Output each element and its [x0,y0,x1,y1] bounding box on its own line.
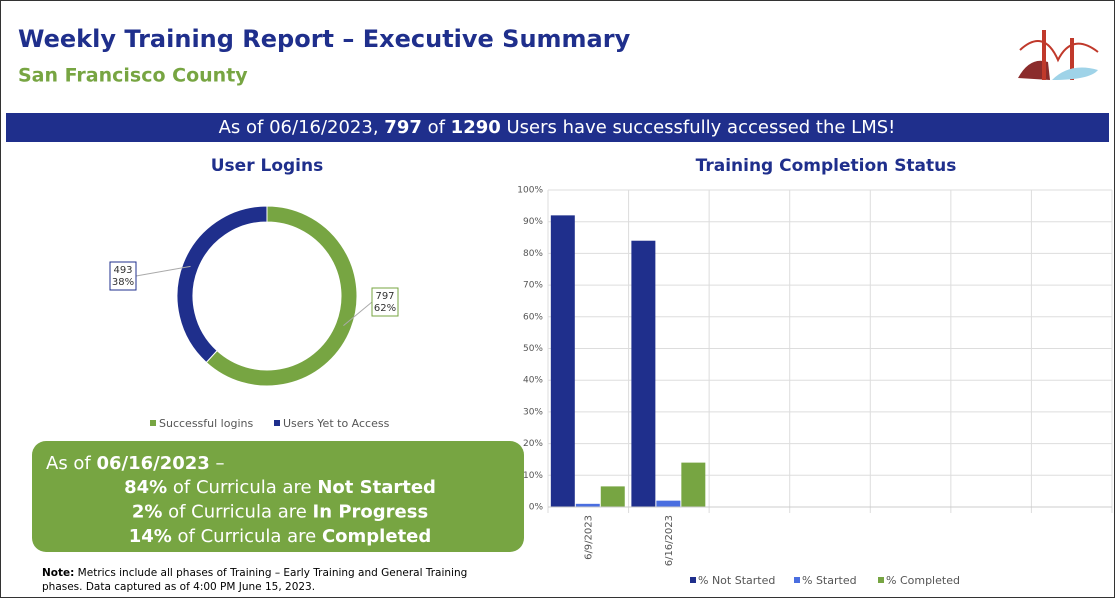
legend-swatch [794,577,800,583]
summary-line: 2% of Curricula are In Progress [132,502,428,523]
title: Weekly Training Report – Executive Summa… [18,25,631,53]
y-tick-label: 0% [529,503,544,513]
y-tick-label: 40% [523,376,543,386]
y-tick-label: 50% [523,344,543,354]
text-part: Note: [42,567,74,579]
data-label-box [371,287,399,317]
y-tick-label: 20% [523,439,543,449]
y-tick-label: 30% [523,407,543,417]
y-tick-label: 70% [523,281,543,291]
text-part: Users have successfully accessed the LMS… [501,117,896,138]
summary-line: 14% of Curricula are Completed [129,526,432,547]
text-part: 06/16/2023 [96,453,209,474]
legend-label: % Started [802,574,857,587]
text-part: 797 [384,117,422,138]
note: Note: Metrics include all phases of Trai… [42,567,467,579]
text-part: Not Started [317,477,436,498]
leader-line [343,301,373,327]
subtitle: San Francisco County [18,65,248,87]
summary-line: 84% of Curricula are Not Started [124,477,436,498]
text-part: of Curricula are [162,502,312,523]
y-tick-label: 80% [523,249,543,259]
data-label: 493 [113,265,132,276]
data-label: 62% [374,303,396,314]
summary-heading: As of 06/16/2023 – [46,453,225,474]
text-part: 2% [132,502,163,523]
text-part: As of [46,453,96,474]
text-part: In Progress [313,502,429,523]
legend-swatch [690,577,696,583]
note: phases. Data captured as of 4:00 PM June… [42,581,315,593]
x-tick-label: 6/16/2023 [664,515,675,566]
text-part: of Curricula are [167,477,317,498]
summary-box [32,441,524,552]
legend-swatch [878,577,884,583]
bar [575,503,600,507]
legend-swatch [274,420,280,426]
text-part: Completed [322,526,431,547]
logo [1018,30,1099,80]
bar [550,215,575,508]
bar [600,486,625,507]
text-part: 84% [124,477,167,498]
banner-text: As of 06/16/2023, 797 of 1290 Users have… [219,117,896,138]
legend-label: % Not Started [698,574,775,587]
donut-segment [176,205,268,364]
text-part: 14% [129,526,172,547]
bar [656,500,681,507]
data-label-box [109,261,137,291]
text-part: As of 06/16/2023, [219,117,385,138]
banner-bg [6,113,1109,142]
legend-label: Successful logins [159,417,253,430]
y-tick-label: 100% [517,186,543,196]
data-label: 797 [375,291,394,302]
bar [631,240,656,507]
text-part: – [210,453,225,474]
leader-line [135,265,191,277]
x-tick-label: 6/9/2023 [583,515,594,560]
text-part: 1290 [451,117,501,138]
y-tick-label: 10% [523,471,543,481]
legend-label: % Completed [886,574,960,587]
legend-label: Users Yet to Access [283,417,390,430]
text-part: of Curricula are [172,526,322,547]
legend-swatch [150,420,156,426]
y-tick-label: 90% [523,217,543,227]
data-label: 38% [112,277,134,288]
y-tick-label: 60% [523,312,543,322]
chart-title: User Logins [211,156,323,176]
text-part: of [422,117,451,138]
bar [681,462,706,507]
text-part: Metrics include all phases of Training –… [74,567,467,579]
chart-title: Training Completion Status [696,156,957,176]
